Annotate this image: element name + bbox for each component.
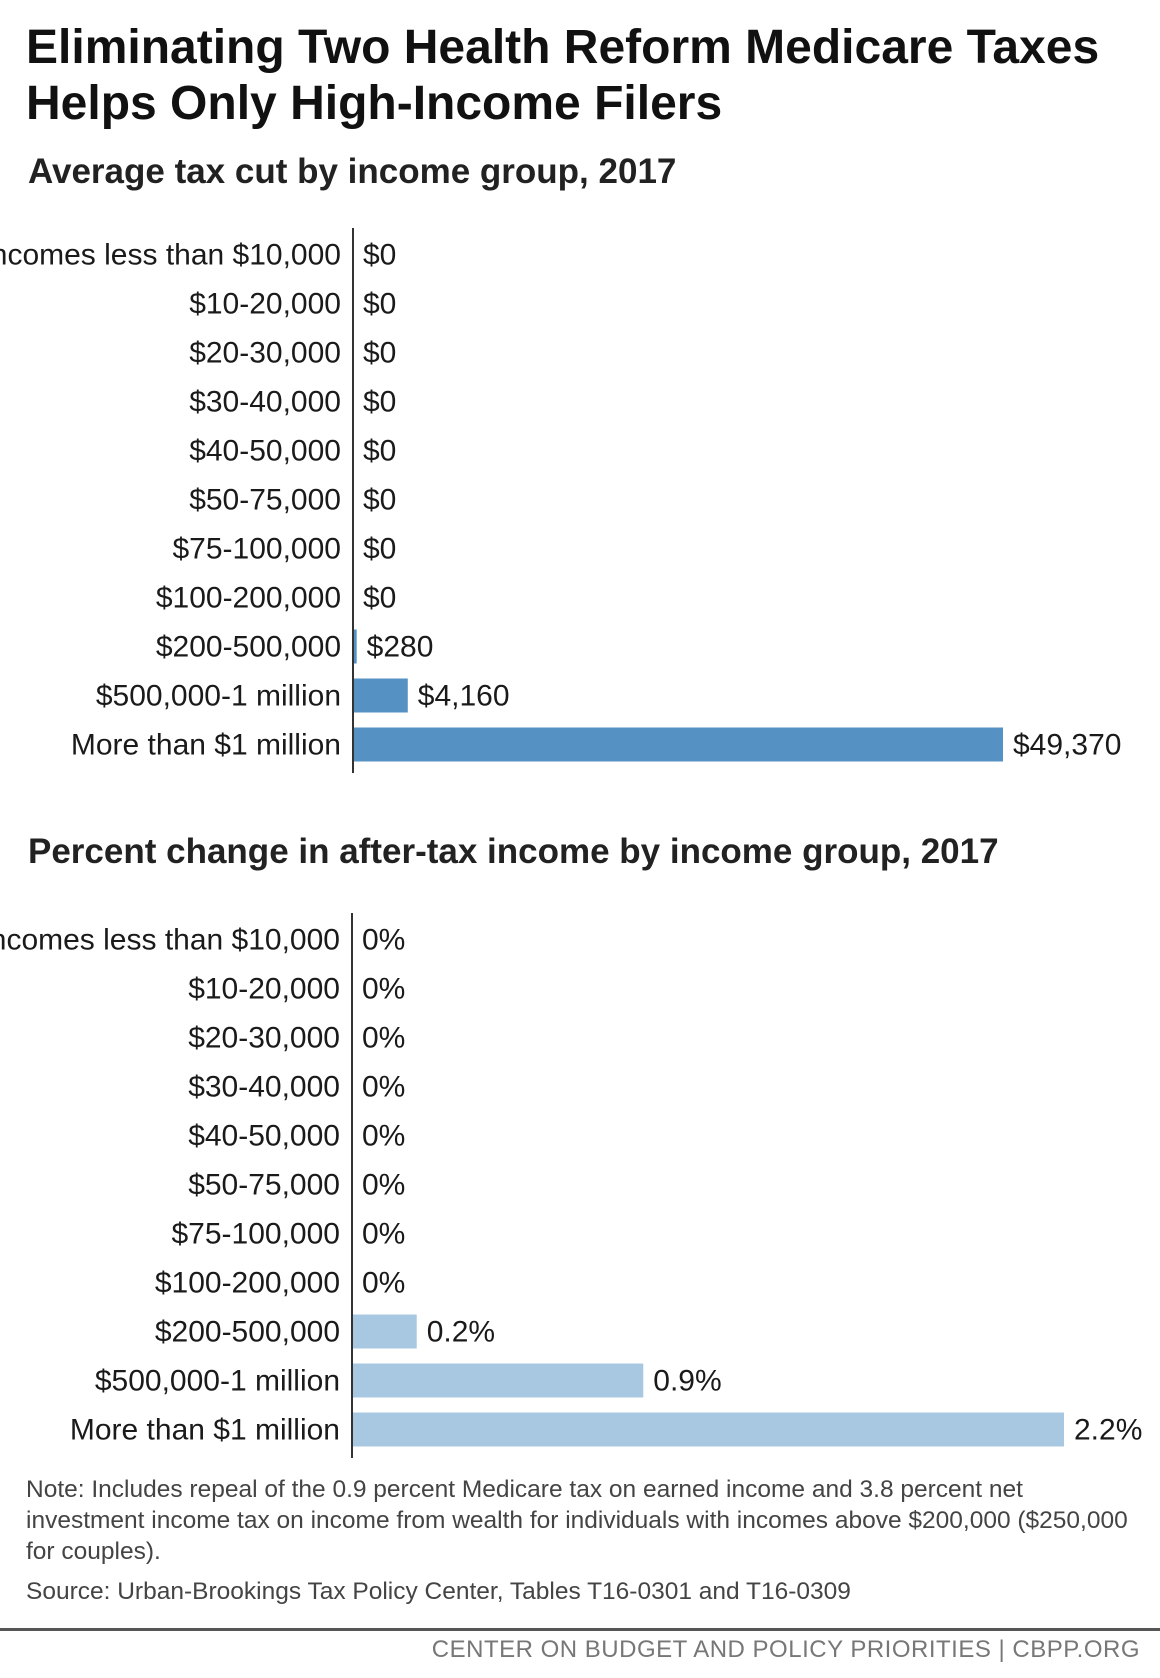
category-label: Incomes less than $10,000 [0, 924, 340, 957]
data-label: $0 [363, 337, 396, 370]
data-label: 0.9% [653, 1365, 721, 1398]
data-label: 2.2% [1074, 1414, 1142, 1447]
category-label: $500,000-1 million [96, 680, 341, 713]
category-label: $30-40,000 [189, 386, 341, 419]
category-label: $40-50,000 [189, 435, 341, 468]
bar [352, 1412, 1064, 1447]
data-label: $0 [363, 435, 396, 468]
bars [353, 629, 1003, 762]
bar [353, 727, 1003, 762]
data-label: $0 [363, 288, 396, 321]
footer-divider [0, 1628, 1160, 1631]
category-label: $100-200,000 [156, 582, 341, 615]
category-label: $500,000-1 million [95, 1365, 340, 1398]
data-label: $0 [363, 386, 396, 419]
data-label: 0% [362, 1218, 405, 1251]
category-label: More than $1 million [71, 729, 341, 762]
bar [353, 678, 408, 713]
data-label: 0% [362, 924, 405, 957]
data-label: 0% [362, 1022, 405, 1055]
data-label: 0% [362, 1120, 405, 1153]
data-label: 0.2% [427, 1316, 495, 1349]
category-label: More than $1 million [70, 1414, 340, 1447]
bar [353, 629, 357, 664]
data-label: $0 [363, 239, 396, 272]
tax-cut-bar-chart: Incomes less than $10,000 $10-20,000 $20-3… [0, 228, 1121, 773]
data-label: $0 [363, 484, 396, 517]
category-label: $30-40,000 [188, 1071, 340, 1104]
data-label: 0% [362, 1169, 405, 1202]
data-label: 0% [362, 973, 405, 1006]
bar [352, 1314, 417, 1349]
value-labels: 0% 0% 0% 0% 0% 0% 0% 0% 0.2% 0.9% 2.2% [362, 924, 1142, 1447]
category-labels: Incomes less than $10,000 $10-20,000 $20-3… [0, 239, 341, 762]
tax-cut-chart-title: Average tax cut by income group, 2017 [28, 152, 677, 191]
category-label: $200-500,000 [155, 1316, 340, 1349]
category-label: $50-75,000 [189, 484, 341, 517]
data-label: $0 [363, 533, 396, 566]
income-change-chart-title: Percent change in after-tax income by in… [28, 832, 999, 871]
data-label: 0% [362, 1267, 405, 1300]
data-label: $4,160 [418, 680, 510, 713]
category-label: $10-20,000 [188, 973, 340, 1006]
category-label: $40-50,000 [188, 1120, 340, 1153]
category-label: $100-200,000 [155, 1267, 340, 1300]
bars [352, 1314, 1064, 1447]
category-label: $50-75,000 [188, 1169, 340, 1202]
income-change-bar-chart: Incomes less than $10,000 $10-20,000 $20-3… [0, 913, 1142, 1458]
data-label: $280 [367, 631, 434, 664]
chart-source: Source: Urban-Brookings Tax Policy Cente… [26, 1578, 851, 1605]
category-label: Incomes less than $10,000 [0, 239, 341, 272]
bar [352, 1363, 644, 1398]
category-label: $75-100,000 [172, 1218, 341, 1251]
category-label: $20-30,000 [189, 337, 341, 370]
category-label: $20-30,000 [188, 1022, 340, 1055]
data-label: $49,370 [1013, 729, 1121, 762]
data-label: 0% [362, 1071, 405, 1104]
category-label: $10-20,000 [189, 288, 341, 321]
data-label: $0 [363, 582, 396, 615]
chart-note: Note: Includes repeal of the 0.9 percent… [26, 1476, 1128, 1565]
category-label: $75-100,000 [173, 533, 342, 566]
category-label: $200-500,000 [156, 631, 341, 664]
chart-title: Eliminating Two Health Reform Medicare T… [26, 21, 1100, 130]
category-labels: Incomes less than $10,000 $10-20,000 $20-3… [0, 924, 340, 1447]
footer-credit: CENTER ON BUDGET AND POLICY PRIORITIES |… [431, 1636, 1140, 1663]
value-labels: $0 $0 $0 $0 $0 $0 $0 $0 $280 $4,160 $49,370 [363, 239, 1121, 762]
